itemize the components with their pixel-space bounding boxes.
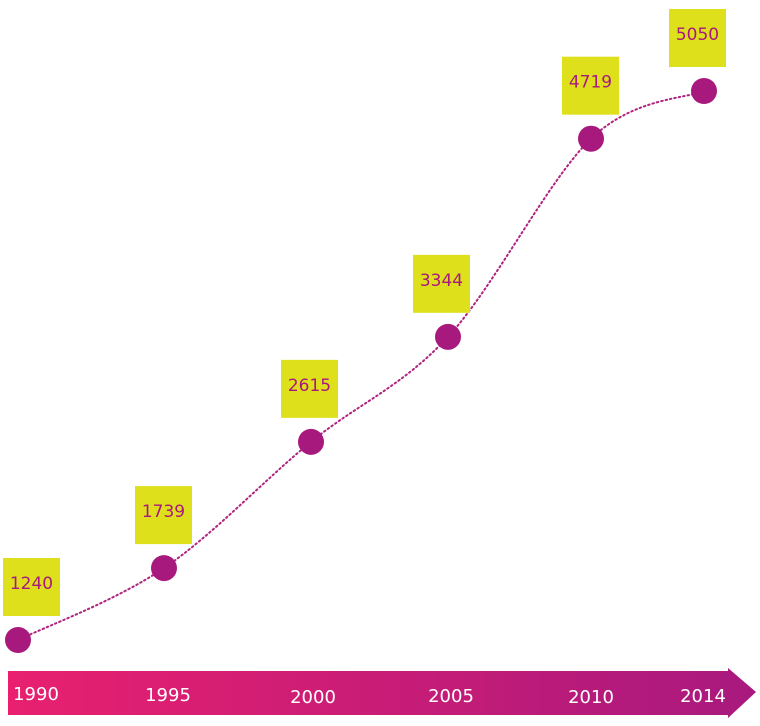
- x-tick-label-1995: 1995: [145, 685, 191, 706]
- series-line: [17, 90, 705, 641]
- series-line-group: [17, 90, 705, 641]
- x-axis-arrow: [8, 668, 756, 718]
- x-tick-label-2005: 2005: [428, 686, 474, 707]
- data-point-2010: [578, 125, 604, 152]
- data-label-1995: 1739: [142, 502, 185, 522]
- x-tick-label-2010: 2010: [568, 687, 614, 708]
- data-label-2010: 4719: [569, 73, 612, 93]
- data-label-1990: 1240: [10, 574, 53, 594]
- data-label-box-2010: [562, 56, 619, 115]
- data-label-2014: 5050: [676, 25, 719, 45]
- data-label-box-1995: [135, 486, 192, 545]
- data-point-2005: [435, 323, 461, 350]
- data-label-2000: 2615: [288, 376, 331, 396]
- data-label-box-2000: [281, 359, 338, 418]
- x-tick-label-1990: 1990: [13, 684, 59, 705]
- data-label-group: 1240 1739 2615 3344 4719 5050: [3, 9, 726, 616]
- data-label-box-1990: [3, 558, 60, 616]
- data-point-1995: [151, 555, 177, 582]
- data-label-box-2014: [669, 9, 726, 67]
- data-label-box-2005: [413, 254, 470, 313]
- data-point-2000: [298, 428, 324, 455]
- data-label-2005: 3344: [420, 271, 463, 291]
- x-tick-label-2000: 2000: [290, 687, 336, 708]
- x-axis-band: 1990 1995 2000 2005 2010 2014: [8, 668, 756, 718]
- data-point-group: [5, 78, 717, 653]
- data-point-2014: [691, 78, 717, 104]
- data-point-1990: [5, 627, 31, 653]
- x-tick-label-2014: 2014: [680, 686, 726, 707]
